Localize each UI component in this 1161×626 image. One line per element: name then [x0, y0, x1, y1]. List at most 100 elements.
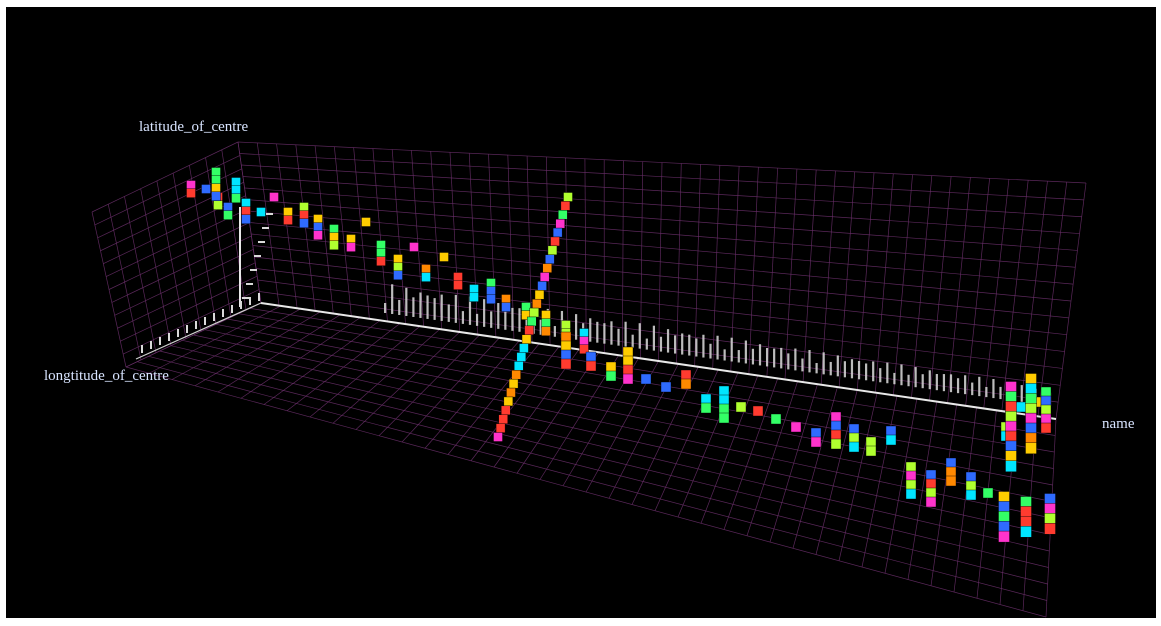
- floor-grid-line: [884, 398, 918, 574]
- floor-grid-line: [976, 410, 997, 599]
- data-marker: [493, 432, 503, 442]
- data-marker: [563, 192, 573, 202]
- z-axis-line: [260, 302, 1057, 420]
- data-marker: [1044, 513, 1056, 525]
- floor-grid-line: [171, 308, 301, 380]
- data-marker: [622, 346, 634, 358]
- x-tick-mark: [204, 317, 206, 325]
- back-wall-grid: [237, 141, 1087, 420]
- data-marker: [1025, 432, 1037, 445]
- data-marker: [231, 177, 241, 187]
- 3d-chart-viewport[interactable]: latitude_of_centre longtitude_of_centre …: [6, 7, 1156, 618]
- data-marker: [539, 272, 550, 282]
- data-marker: [313, 230, 323, 240]
- data-marker: [965, 480, 977, 492]
- data-marker: [527, 316, 537, 327]
- x-tick-mark: [222, 309, 224, 317]
- floor-grid-line: [424, 340, 520, 449]
- data-marker: [1020, 506, 1032, 518]
- data-marker: [376, 248, 386, 258]
- data-marker: [718, 403, 730, 415]
- back-grid-line: [239, 153, 1084, 201]
- data-marker: [495, 423, 506, 433]
- floor-grid-line: [148, 305, 282, 374]
- left-grid-line: [117, 262, 256, 329]
- z-tick-mark: [737, 350, 740, 363]
- data-marker: [585, 351, 597, 363]
- data-marker: [1005, 411, 1017, 423]
- data-marker: [585, 360, 597, 372]
- data-marker: [848, 432, 860, 444]
- z-tick-mark: [412, 297, 415, 317]
- data-marker: [421, 264, 431, 274]
- z-tick-mark: [843, 361, 846, 378]
- z-tick-mark: [681, 333, 684, 355]
- data-marker: [790, 421, 802, 433]
- data-marker: [885, 434, 897, 446]
- data-marker: [1005, 401, 1017, 413]
- data-marker: [579, 328, 589, 338]
- x-tick-mark: [141, 345, 143, 353]
- z-tick-mark: [384, 303, 387, 313]
- z-tick-mark: [836, 355, 839, 377]
- z-tick-mark: [610, 321, 613, 345]
- z-tick-mark: [631, 334, 634, 348]
- floor-grid-line: [723, 378, 779, 530]
- y-axis-label: latitude_of_centre: [139, 119, 249, 135]
- data-marker: [925, 487, 937, 499]
- floor-grid-line: [516, 352, 600, 474]
- z-tick-mark: [956, 378, 960, 394]
- data-marker: [534, 290, 545, 300]
- data-marker: [1005, 381, 1017, 393]
- data-marker: [541, 318, 551, 328]
- data-marker: [1040, 422, 1052, 434]
- data-marker: [453, 280, 463, 290]
- data-marker: [718, 394, 730, 406]
- z-tick-mark: [907, 374, 910, 387]
- data-marker: [885, 425, 897, 437]
- back-grid-line: [242, 176, 1080, 234]
- z-tick-mark: [440, 294, 443, 321]
- z-tick-mark: [674, 335, 677, 354]
- data-marker: [998, 491, 1010, 503]
- z-tick-mark: [638, 323, 641, 349]
- data-marker: [550, 236, 560, 247]
- data-marker: [299, 202, 309, 212]
- data-marker: [1044, 493, 1056, 505]
- data-marker: [211, 191, 221, 202]
- z-tick-mark: [405, 287, 408, 316]
- data-marker: [1025, 393, 1037, 405]
- floor-grid-line: [792, 387, 838, 549]
- data-marker: [299, 210, 309, 220]
- z-tick-mark: [511, 307, 514, 331]
- data-marker: [810, 436, 822, 448]
- z-tick-mark: [645, 338, 648, 350]
- floor-grid-line: [907, 401, 938, 580]
- data-marker: [486, 278, 496, 288]
- floor-grid-line: [355, 331, 460, 430]
- back-grid-line: [237, 141, 1087, 184]
- z-tick-mark: [758, 344, 762, 366]
- data-marker: [329, 232, 339, 242]
- floor-grid-line: [654, 369, 719, 511]
- data-marker: [547, 245, 558, 256]
- left-grid-line: [123, 289, 260, 355]
- z-tick-mark: [433, 298, 436, 320]
- z-tick-mark: [695, 338, 698, 357]
- data-marker: [558, 210, 568, 220]
- data-marker: [622, 364, 634, 376]
- data-marker: [905, 479, 917, 491]
- floor-grid-line: [332, 328, 441, 424]
- data-marker: [640, 373, 652, 385]
- floor-grid-line: [815, 389, 858, 555]
- z-tick-mark: [666, 329, 670, 353]
- data-marker: [329, 224, 339, 234]
- x-tick-mark: [240, 301, 242, 309]
- floor-grid-line: [286, 323, 401, 412]
- z-tick-mark: [773, 348, 776, 368]
- data-marker: [1020, 516, 1032, 528]
- data-marker: [998, 501, 1010, 513]
- data-marker: [925, 469, 937, 481]
- left-grid-line: [111, 235, 252, 303]
- data-marker: [1005, 460, 1017, 472]
